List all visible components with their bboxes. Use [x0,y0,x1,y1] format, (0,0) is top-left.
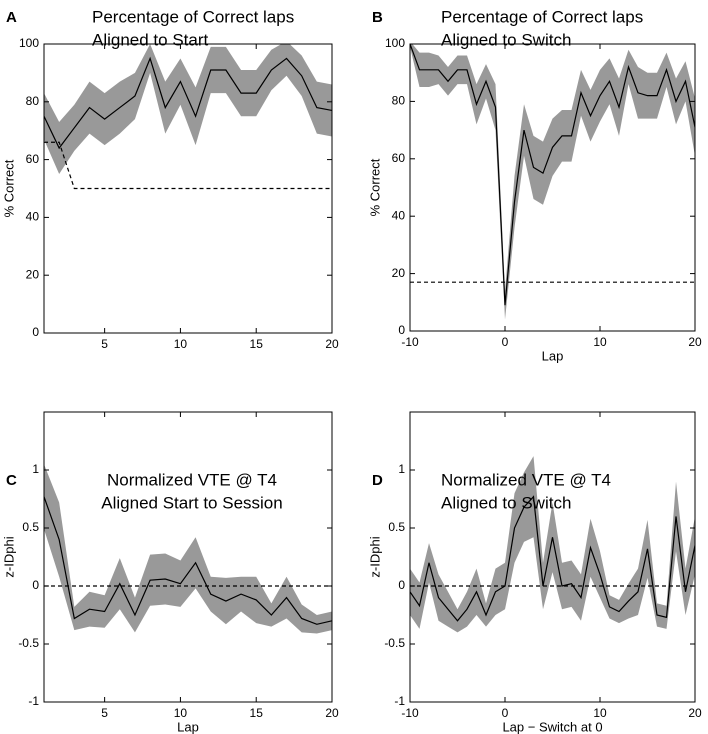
y-tick-label: 60 [392,151,406,165]
x-tick-label: 20 [325,337,339,351]
error-band [410,456,695,633]
chance-line [44,141,332,190]
axes-frame [43,411,333,703]
x-tick-label: 15 [250,706,264,720]
error-band [44,44,332,175]
mean-line [410,495,695,622]
y-tick-label: 1 [398,462,405,476]
x-tick-label: 10 [593,335,607,349]
axes-frame [409,43,696,332]
x-tick-label: 0 [502,706,509,720]
x-tick-label: -10 [401,335,419,349]
mean-line [44,496,332,625]
y-tick-label: 60 [26,152,40,166]
y-tick-label: 20 [392,266,406,280]
y-tick-label: 40 [392,208,406,222]
chart-title: Percentage of Correct laps [441,7,643,26]
x-tick-label: 5 [101,706,108,720]
y-tick-label: 100 [385,36,405,50]
y-tick-label: -1 [28,694,39,708]
x-tick-label: -10 [401,706,419,720]
panel-label: A [6,9,17,26]
y-tick-label: 80 [26,94,40,108]
y-tick-label: 0 [398,323,405,337]
y-tick-label: 80 [392,94,406,108]
y-axis-label: % Correct [1,159,16,217]
chart-subtitle: Aligned to Switch [441,493,571,512]
panel: -1 -0.5 0 0.5 1 -10 0 10 20 Normalized VTE @ T4 Al… [367,411,702,734]
chart-subtitle: Aligned to Start [92,30,209,49]
plot-area [410,44,695,320]
chart-title: Percentage of Correct laps [92,7,294,26]
x-tick-label: 10 [174,337,188,351]
x-tick-label: 20 [325,706,339,720]
chart-subtitle: Aligned Start to Session [101,493,282,512]
x-axis-label: Lap [177,719,199,734]
y-tick-label: 0.5 [22,520,39,534]
chart-subtitle: Aligned to Switch [441,30,571,49]
y-tick-label: -1 [394,694,405,708]
y-tick-label: 0 [32,578,39,592]
plot-area [44,464,332,634]
y-tick-label: -0.5 [384,636,405,650]
mean-line [44,56,332,150]
error-band [410,44,695,320]
x-tick-label: 5 [101,337,108,351]
panel-label: D [372,472,383,489]
y-tick-label: 100 [19,36,39,50]
axes-frame [409,411,696,703]
mean-line [410,44,695,306]
x-tick-label: 20 [688,335,702,349]
y-axis-label: z-IDphi [1,536,16,577]
x-axis-label: Lap [542,348,564,363]
panel-label: C [6,472,17,489]
y-tick-label: 0.5 [388,520,405,534]
y-tick-label: 0 [32,325,39,339]
error-band [44,464,332,634]
chart-title: Normalized VTE @ T4 [441,470,611,489]
y-tick-label: -0.5 [18,636,39,650]
x-axis-label: Lap − Switch at 0 [502,719,602,734]
y-axis-label: z-IDphi [367,536,382,577]
y-tick-label: 1 [32,462,39,476]
plot-area [44,44,332,190]
x-tick-label: 0 [502,335,509,349]
y-tick-label: 0 [398,578,405,592]
panel-label: B [372,9,383,26]
y-tick-label: 40 [26,210,40,224]
x-tick-label: 10 [593,706,607,720]
x-tick-label: 10 [174,706,188,720]
plot-area [410,456,695,633]
axes-frame [43,43,333,334]
chart-title: Normalized VTE @ T4 [107,470,277,489]
y-axis-label: % Correct [367,158,382,216]
x-tick-label: 15 [250,337,264,351]
x-tick-label: 20 [688,706,702,720]
y-tick-label: 20 [26,267,40,281]
panel: 0 20 40 60 80 100 5 10 15 20 Percentage of Correct… [1,7,339,351]
